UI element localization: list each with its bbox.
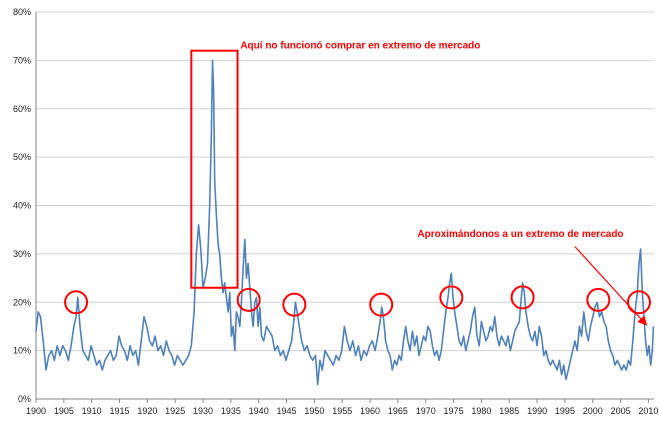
x-tick-label: 1920 (137, 406, 157, 416)
x-tick-label: 1970 (416, 406, 436, 416)
y-tick-label: 50% (13, 152, 31, 162)
annotation-right: Aproximándonos a un extremo de mercado (417, 229, 623, 240)
highlight-circles (64, 285, 651, 317)
x-tick-label: 1955 (332, 406, 352, 416)
x-tick-label: 1965 (388, 406, 408, 416)
x-tick-label: 1995 (555, 406, 575, 416)
y-tick-label: 20% (13, 297, 31, 307)
y-tick-label: 80% (13, 7, 31, 17)
x-tick-label: 2005 (611, 406, 631, 416)
highlight-circle (586, 287, 611, 312)
x-tick-label: 2010 (638, 406, 658, 416)
x-tick-label: 1980 (471, 406, 491, 416)
x-axis-ticks: 1900 1905 1910 1915 1920 1925 1930 1935 1940 1945… (26, 399, 658, 416)
x-tick-label: 1975 (444, 406, 464, 416)
x-tick-label: 1945 (277, 406, 297, 416)
highlight-circle (64, 290, 89, 315)
highlight-circle (236, 287, 261, 312)
x-tick-label: 1915 (109, 406, 129, 416)
y-tick-label: 10% (13, 346, 31, 356)
annotation-top: Aquí no funcionó comprar en extremo de m… (240, 40, 480, 51)
y-tick-label: 0% (18, 394, 31, 404)
x-tick-label: 1935 (221, 406, 241, 416)
x-tick-label: 1910 (82, 406, 102, 416)
x-tick-label: 1950 (304, 406, 324, 416)
gridlines (36, 11, 654, 400)
highlight-circle (439, 285, 464, 310)
highlight-circle (369, 292, 394, 317)
x-tick-label: 2000 (583, 406, 603, 416)
annotation-arrow (574, 246, 648, 326)
highlight-circle (510, 285, 535, 310)
x-tick-label: 1905 (54, 406, 74, 416)
y-tick-label: 30% (13, 249, 31, 259)
x-tick-label: 1940 (249, 406, 269, 416)
y-axis-ticks: 0% 10% 20% 30% 40% 50% 60% 70% 80% (13, 7, 31, 404)
x-tick-label: 1990 (527, 406, 547, 416)
highlight-rectangle (190, 49, 239, 289)
highlight-circle (626, 290, 651, 315)
x-tick-label: 1900 (26, 406, 46, 416)
x-tick-label: 1925 (165, 406, 185, 416)
x-tick-label: 1985 (499, 406, 519, 416)
y-tick-label: 70% (13, 55, 31, 65)
highlight-circle (282, 292, 307, 317)
y-tick-label: 60% (13, 104, 31, 114)
x-tick-label: 1960 (360, 406, 380, 416)
x-tick-label: 1930 (193, 406, 213, 416)
y-tick-label: 40% (13, 201, 31, 211)
series-line (35, 59, 655, 386)
